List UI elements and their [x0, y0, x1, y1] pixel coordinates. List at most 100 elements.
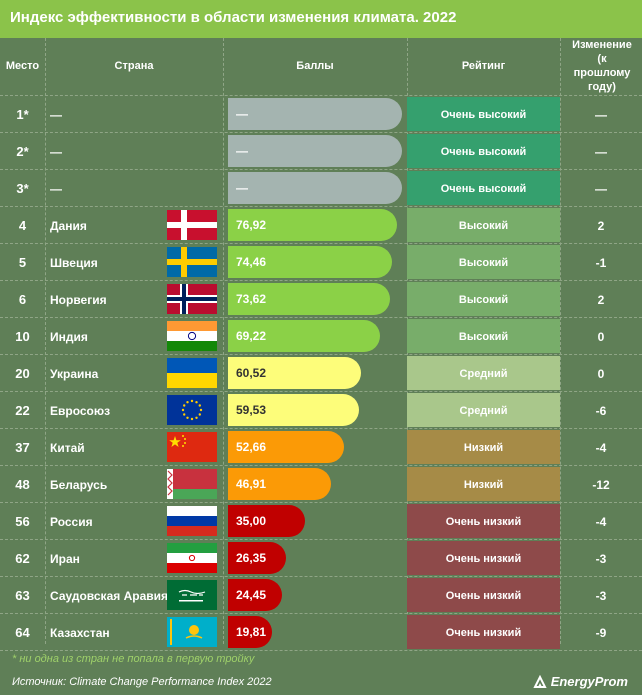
- score-bar: 74,46: [228, 246, 392, 278]
- rating-background: [407, 282, 560, 316]
- rank-cell: 3*: [16, 181, 29, 196]
- belarus-flag-icon: [167, 469, 217, 499]
- rank-cell: 2*: [16, 144, 29, 159]
- rating-cell: Очень низкий: [445, 515, 522, 528]
- rating-background: [407, 578, 560, 612]
- rating-cell: Низкий: [463, 441, 504, 454]
- title-bar: [0, 0, 642, 38]
- row-divider: [0, 95, 642, 96]
- rank-cell: 20: [15, 366, 30, 381]
- score-label: —: [236, 107, 248, 121]
- country-flag: [167, 543, 217, 573]
- logo-text: EnergyProm: [550, 674, 628, 689]
- change-cell: -4: [595, 440, 607, 455]
- rating-cell: Очень высокий: [440, 182, 527, 195]
- rating-background: [407, 208, 560, 242]
- row-divider: [0, 132, 642, 133]
- country-flag: [167, 469, 217, 499]
- header-country: Страна: [114, 60, 154, 72]
- score-label: 59,53: [236, 403, 267, 417]
- row-divider: [0, 169, 642, 170]
- rank-cell: 62: [15, 551, 30, 566]
- china-flag-icon: [167, 432, 217, 462]
- score-bar: 46,91: [228, 468, 332, 500]
- rating-background: [407, 615, 560, 649]
- rating-cell: Очень высокий: [440, 108, 527, 121]
- change-cell: —: [595, 107, 607, 122]
- country-cell: Швеция: [50, 255, 98, 270]
- country-cell: —: [50, 144, 62, 159]
- score-label: 24,45: [236, 588, 267, 602]
- rating-cell: Высокий: [458, 219, 509, 232]
- score-bar: 76,92: [228, 209, 398, 241]
- header-rank: Место: [5, 60, 40, 72]
- score-bar: —: [228, 135, 402, 167]
- energyprom-logo-icon: [533, 674, 547, 688]
- rank-cell: 37: [15, 440, 30, 455]
- country-cell: Россия: [50, 514, 93, 529]
- row-divider: [0, 280, 642, 281]
- country-cell: —: [50, 107, 62, 122]
- score-bar: 60,52: [228, 357, 362, 389]
- score-bar: 73,62: [228, 283, 390, 315]
- score-bar: 69,22: [228, 320, 381, 352]
- country-cell: Казахстан: [50, 625, 110, 640]
- rating-background: [407, 430, 560, 464]
- header-rating: Рейтинг: [461, 60, 506, 72]
- india-flag-icon: [167, 321, 217, 351]
- rating-cell: Высокий: [458, 256, 509, 269]
- country-flag: [167, 321, 217, 351]
- row-divider: [0, 354, 642, 355]
- header-change: Изменение (к прошлому году): [572, 39, 632, 93]
- change-cell: —: [595, 144, 607, 159]
- rank-cell: 63: [15, 588, 30, 603]
- eu-flag-icon: [167, 395, 217, 425]
- change-cell: -3: [595, 551, 607, 566]
- rating-background: [407, 504, 560, 538]
- score-bar: 52,66: [228, 431, 344, 463]
- country-flag: [167, 210, 217, 240]
- row-divider: [0, 576, 642, 577]
- country-cell: —: [50, 181, 62, 196]
- score-bar: 24,45: [228, 579, 282, 611]
- score-label: 74,46: [236, 255, 267, 269]
- change-cell: -6: [595, 403, 607, 418]
- rank-cell: 22: [15, 403, 30, 418]
- score-label: 69,22: [236, 329, 267, 343]
- row-divider: [0, 243, 642, 244]
- country-cell: Саудовская Аравия: [50, 588, 169, 603]
- change-cell: -3: [595, 588, 607, 603]
- rating-cell: Очень высокий: [440, 145, 527, 158]
- rating-background: [407, 97, 560, 131]
- rating-cell: Средний: [459, 404, 508, 417]
- rank-cell: 4: [18, 218, 27, 233]
- country-flag: [167, 247, 217, 277]
- country-flag: [167, 617, 217, 647]
- change-cell: 2: [597, 292, 605, 307]
- column-divider: [223, 38, 224, 644]
- rating-background: [407, 134, 560, 168]
- row-divider: [0, 650, 642, 651]
- rating-cell: Низкий: [463, 478, 504, 491]
- row-divider: [0, 206, 642, 207]
- score-label: 35,00: [236, 514, 267, 528]
- country-flag: [167, 395, 217, 425]
- chart-title: Индекс эффективности в области изменения…: [10, 9, 457, 26]
- country-flag: [167, 284, 217, 314]
- rank-cell: 10: [15, 329, 30, 344]
- score-bar: 59,53: [228, 394, 359, 426]
- rank-cell: 6: [18, 292, 27, 307]
- row-divider: [0, 465, 642, 466]
- score-label: 52,66: [236, 440, 267, 454]
- rating-background: [407, 541, 560, 575]
- column-divider: [560, 38, 561, 644]
- score-label: 60,52: [236, 366, 267, 380]
- score-label: 73,62: [236, 292, 267, 306]
- saudi-flag-icon: [167, 580, 217, 610]
- country-flag: [167, 580, 217, 610]
- country-cell: Дания: [50, 218, 87, 233]
- rating-cell: Средний: [459, 367, 508, 380]
- score-label: 46,91: [236, 477, 267, 491]
- score-bar: —: [228, 172, 402, 204]
- source-note: Источник: Climate Change Performance Ind…: [12, 676, 272, 688]
